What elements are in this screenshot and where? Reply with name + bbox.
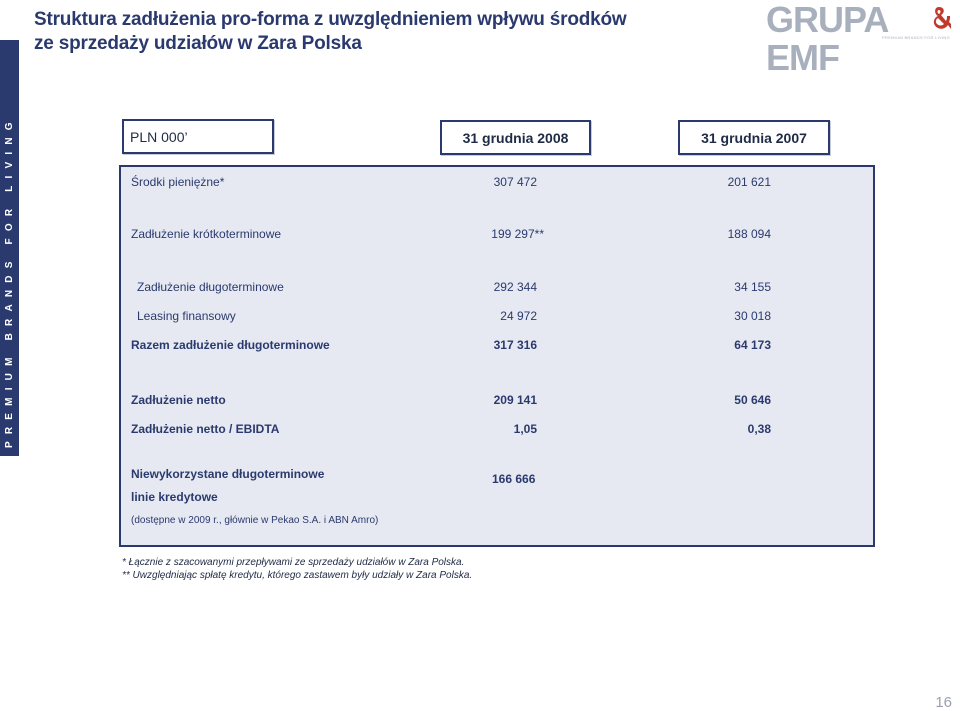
value-2008: 24 972	[500, 309, 537, 323]
value-2007: 34 155	[734, 280, 771, 294]
value-2008: 1,05	[513, 422, 537, 436]
value-2008: 307 472	[493, 175, 537, 189]
value-2008: 199 297**	[491, 227, 544, 241]
value-2007: 64 173	[734, 338, 771, 352]
table-row-unused-credit-lines: Niewykorzystane długoterminowe 166 666	[121, 465, 873, 486]
table-row-total-long-term-debt: Razem zadłużenie długoterminowe 317 316 …	[121, 336, 873, 354]
footnote-2: ** Uwzględniając spłatę kredytu, którego…	[122, 570, 473, 581]
value-2008: 209 141	[493, 393, 537, 407]
row-label: Zadłużenie krótkoterminowe	[131, 227, 282, 241]
table-row-cash: Środki pieniężne* 307 472 201 621	[121, 173, 873, 191]
ampersand-logo-icon	[933, 7, 951, 29]
title-line-2: ze sprzedaży udziałów w Zara Polska	[34, 33, 362, 54]
grupa-emf-logo: GRUPA EMF PREMIUM BRANDS FOR LIVING	[766, 1, 956, 77]
logo-subtitle: PREMIUM BRANDS FOR LIVING	[882, 35, 950, 40]
value-2008: 292 344	[493, 280, 537, 294]
value-2008: 317 316	[493, 338, 537, 352]
title-line-1: Struktura zadłużenia pro-forma z uwzględ…	[34, 9, 627, 30]
footnotes: * Łącznie z szacowanymi przepływami ze s…	[122, 556, 472, 582]
column-header-2008: 31 grudnia 2008	[440, 120, 591, 155]
value-2007: 188 094	[727, 227, 771, 241]
row-label: Zadłużenie netto / EBIDTA	[131, 422, 280, 436]
value-2007: 0,38	[747, 422, 771, 436]
footnote-1: * Łącznie z szacowanymi przepływami ze s…	[122, 557, 465, 568]
table-row-finance-lease: Leasing finansowy 24 972 30 018	[121, 307, 873, 325]
table-row-long-term-debt: Zadłużenie długoterminowe 292 344 34 155	[121, 278, 873, 296]
table-row-short-term-debt: Zadłużenie krótkoterminowe 199 297** 188…	[121, 225, 873, 243]
unit-header: PLN 000’	[122, 119, 274, 154]
debt-structure-table: Środki pieniężne* 307 472 201 621 Zadłuż…	[119, 165, 875, 547]
row-label: Zadłużenie netto	[131, 393, 226, 407]
unused-credit-note: (dostępne w 2009 r., głównie w Pekao S.A…	[131, 515, 379, 526]
page-number: 16	[935, 694, 952, 711]
value-2007: 30 018	[734, 309, 771, 323]
sidebar-tagline: PREMIUM BRANDS FOR LIVING	[4, 115, 15, 448]
row-label: Razem zadłużenie długoterminowe	[131, 338, 330, 352]
logo-wordmark: GRUPA EMF	[766, 0, 888, 78]
value-2008: 166 666	[492, 472, 536, 486]
sidebar-band	[0, 40, 19, 456]
table-row-unused-credit-lines-cont: linie kredytowe	[121, 488, 873, 506]
row-label: Zadłużenie długoterminowe	[137, 280, 284, 294]
value-2007: 201 621	[727, 175, 771, 189]
table-row-net-debt-ebitda: Zadłużenie netto / EBIDTA 1,05 0,38	[121, 420, 873, 438]
page-title: Struktura zadłużenia pro-forma z uwzględ…	[34, 8, 627, 56]
row-label: Niewykorzystane długoterminowe	[131, 467, 325, 481]
row-label: linie kredytowe	[131, 490, 218, 504]
value-2007: 50 646	[734, 393, 771, 407]
table-row-net-debt: Zadłużenie netto 209 141 50 646	[121, 391, 873, 409]
row-label: Leasing finansowy	[137, 309, 236, 323]
row-label: Środki pieniężne*	[131, 175, 225, 189]
column-header-2007: 31 grudnia 2007	[678, 120, 830, 155]
